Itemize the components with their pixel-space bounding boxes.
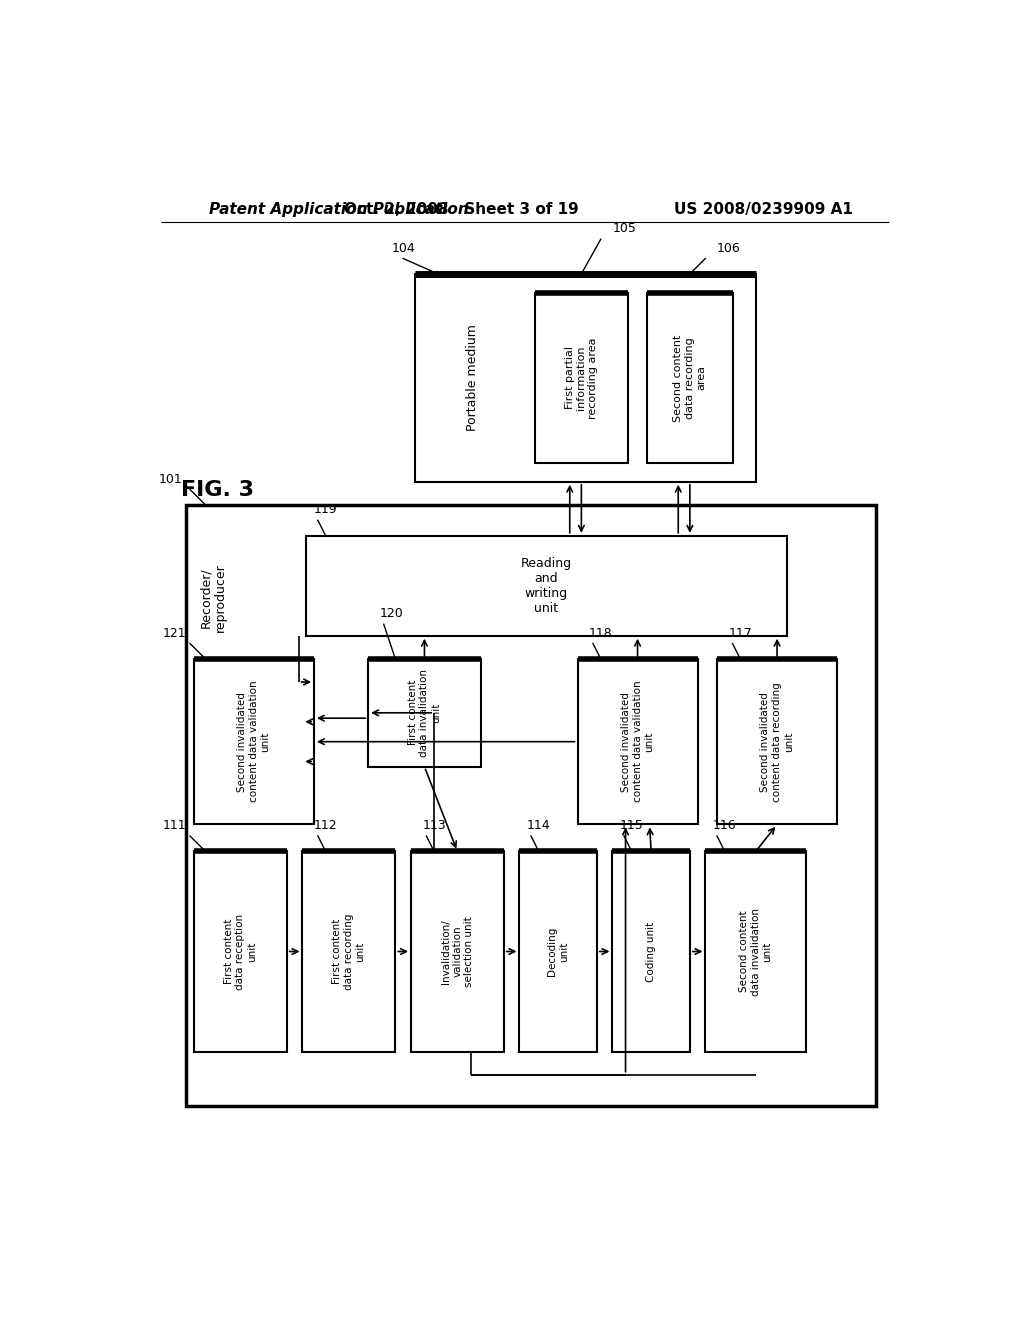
Bar: [302, 851, 395, 1052]
Text: First content
data invalidation
unit: First content data invalidation unit: [408, 669, 441, 756]
Bar: [369, 659, 480, 767]
Text: Oct. 2, 2008   Sheet 3 of 19: Oct. 2, 2008 Sheet 3 of 19: [344, 202, 579, 218]
Text: 111: 111: [163, 820, 186, 832]
Bar: [578, 659, 697, 825]
Text: First content
data reception
unit: First content data reception unit: [224, 913, 257, 990]
Text: 117: 117: [729, 627, 753, 640]
Text: 118: 118: [589, 627, 613, 640]
Bar: [306, 536, 786, 636]
Text: Second invalidated
content data validation
unit: Second invalidated content data validati…: [621, 681, 654, 803]
Bar: [194, 851, 287, 1052]
Text: Second invalidated
content data validation
unit: Second invalidated content data validati…: [238, 681, 270, 803]
Text: 116: 116: [713, 820, 736, 832]
Text: First partial
information
recording area: First partial information recording area: [565, 337, 598, 418]
Text: Recorder/
reproducer: Recorder/ reproducer: [200, 562, 227, 632]
Bar: [647, 293, 732, 462]
Text: Coding unit: Coding unit: [646, 921, 656, 982]
Text: 101: 101: [159, 473, 182, 486]
Bar: [415, 275, 756, 482]
Text: 104: 104: [391, 242, 416, 255]
Bar: [411, 851, 504, 1052]
Text: FIG. 3: FIG. 3: [180, 479, 254, 499]
Bar: [194, 659, 314, 825]
Text: Second content
data recording
area: Second content data recording area: [673, 334, 707, 421]
Bar: [519, 851, 597, 1052]
Bar: [186, 506, 876, 1106]
Text: 106: 106: [717, 242, 740, 255]
Bar: [717, 659, 838, 825]
Text: 121: 121: [163, 627, 186, 640]
Text: 120: 120: [380, 607, 403, 620]
Bar: [535, 293, 628, 462]
Text: 115: 115: [621, 820, 644, 832]
Text: 114: 114: [527, 820, 551, 832]
Text: 119: 119: [314, 503, 338, 516]
Text: Decoding
unit: Decoding unit: [547, 927, 569, 977]
Text: 113: 113: [423, 820, 446, 832]
Bar: [706, 851, 806, 1052]
Text: US 2008/0239909 A1: US 2008/0239909 A1: [674, 202, 853, 218]
Text: Invalidation/
validation
selection unit: Invalidation/ validation selection unit: [440, 916, 474, 987]
Text: 105: 105: [612, 222, 636, 235]
Text: Reading
and
writing
unit: Reading and writing unit: [521, 557, 572, 615]
Text: 112: 112: [314, 820, 338, 832]
Text: Portable medium: Portable medium: [466, 325, 479, 432]
Bar: [612, 851, 690, 1052]
Text: Patent Application Publication: Patent Application Publication: [209, 202, 469, 218]
Text: Second invalidated
content data recording
unit: Second invalidated content data recordin…: [761, 682, 794, 801]
Text: First content
data recording
unit: First content data recording unit: [332, 913, 366, 990]
Text: Second content
data invalidation
unit: Second content data invalidation unit: [739, 908, 772, 995]
